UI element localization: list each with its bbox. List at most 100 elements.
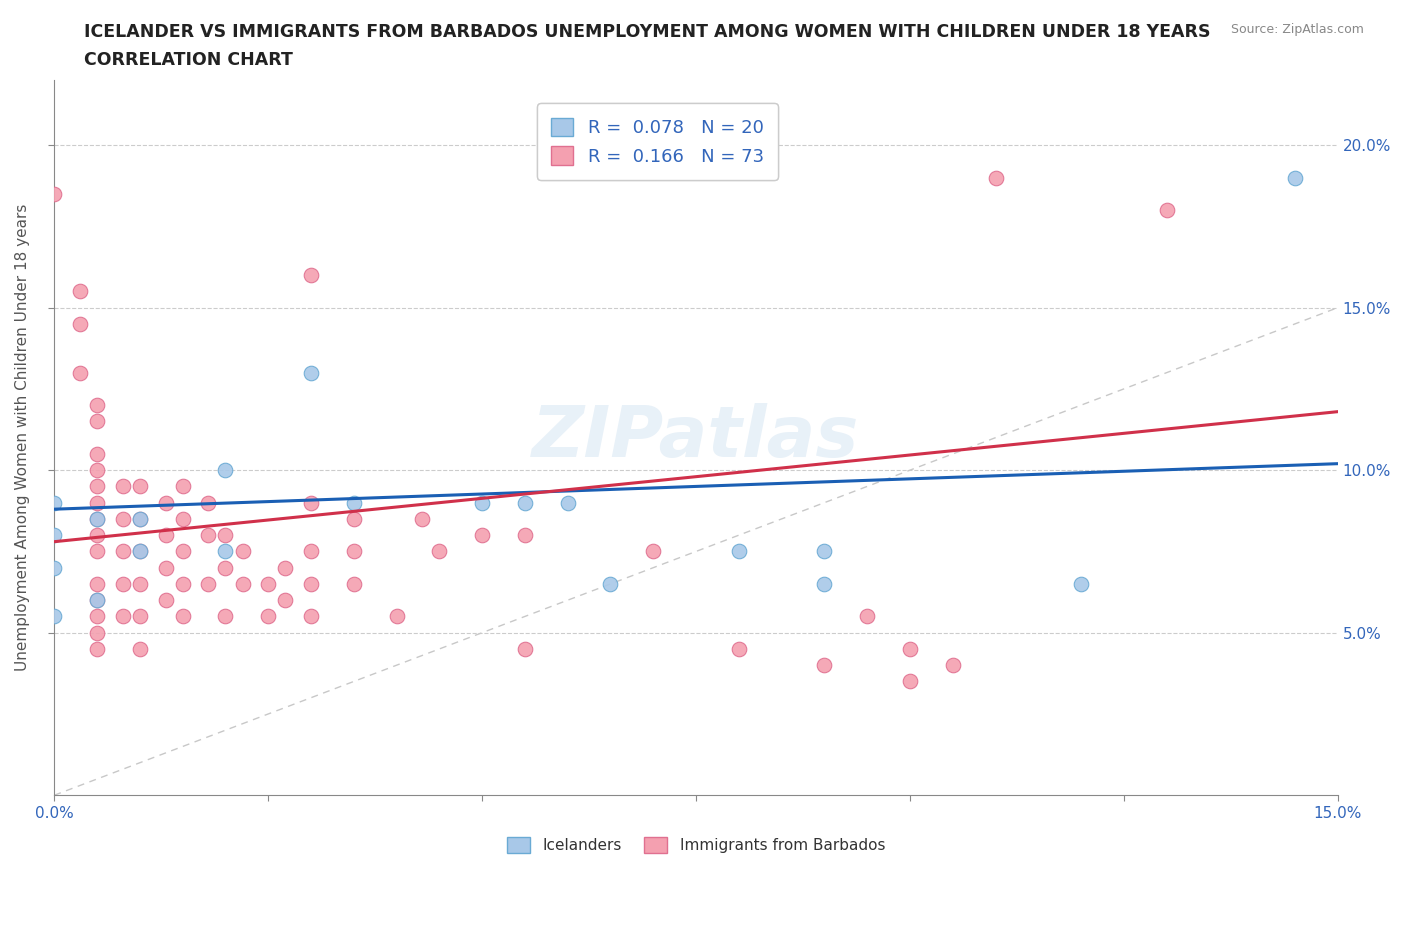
Point bbox=[86, 625, 108, 640]
Point bbox=[1156, 203, 1178, 218]
Point bbox=[172, 544, 194, 559]
Point bbox=[86, 479, 108, 494]
Point bbox=[727, 642, 749, 657]
Point bbox=[111, 512, 134, 526]
Point bbox=[86, 512, 108, 526]
Point bbox=[44, 560, 66, 575]
Point bbox=[128, 577, 150, 591]
Point bbox=[1070, 577, 1092, 591]
Point bbox=[299, 577, 322, 591]
Point bbox=[299, 609, 322, 624]
Point bbox=[128, 544, 150, 559]
Point bbox=[274, 560, 297, 575]
Point bbox=[427, 544, 450, 559]
Point bbox=[471, 527, 494, 542]
Point bbox=[232, 544, 254, 559]
Point bbox=[599, 577, 621, 591]
Point bbox=[299, 365, 322, 380]
Point bbox=[128, 642, 150, 657]
Point bbox=[513, 527, 536, 542]
Point bbox=[343, 544, 366, 559]
Point bbox=[232, 577, 254, 591]
Point bbox=[86, 577, 108, 591]
Point bbox=[86, 414, 108, 429]
Point bbox=[214, 463, 236, 478]
Point bbox=[86, 463, 108, 478]
Text: ICELANDER VS IMMIGRANTS FROM BARBADOS UNEMPLOYMENT AMONG WOMEN WITH CHILDREN UND: ICELANDER VS IMMIGRANTS FROM BARBADOS UN… bbox=[84, 23, 1211, 41]
Point bbox=[1284, 170, 1306, 185]
Point bbox=[111, 577, 134, 591]
Point bbox=[69, 365, 91, 380]
Point bbox=[128, 512, 150, 526]
Point bbox=[172, 609, 194, 624]
Legend: Icelanders, Immigrants from Barbados: Icelanders, Immigrants from Barbados bbox=[501, 830, 891, 859]
Point bbox=[86, 512, 108, 526]
Point bbox=[214, 560, 236, 575]
Point bbox=[643, 544, 665, 559]
Point bbox=[128, 544, 150, 559]
Point bbox=[86, 527, 108, 542]
Point bbox=[111, 544, 134, 559]
Point bbox=[128, 609, 150, 624]
Point bbox=[299, 496, 322, 511]
Point bbox=[69, 316, 91, 331]
Point bbox=[172, 479, 194, 494]
Point bbox=[44, 186, 66, 201]
Point bbox=[69, 284, 91, 299]
Point bbox=[172, 577, 194, 591]
Point bbox=[86, 446, 108, 461]
Point bbox=[86, 398, 108, 413]
Point bbox=[214, 609, 236, 624]
Point bbox=[411, 512, 433, 526]
Point bbox=[155, 560, 177, 575]
Point bbox=[274, 592, 297, 607]
Point bbox=[86, 496, 108, 511]
Point bbox=[299, 268, 322, 283]
Point bbox=[214, 544, 236, 559]
Point bbox=[257, 577, 280, 591]
Point bbox=[44, 496, 66, 511]
Point bbox=[86, 592, 108, 607]
Point bbox=[86, 609, 108, 624]
Point bbox=[856, 609, 879, 624]
Point bbox=[86, 544, 108, 559]
Point bbox=[257, 609, 280, 624]
Point bbox=[343, 512, 366, 526]
Point bbox=[984, 170, 1007, 185]
Point bbox=[942, 658, 965, 672]
Point bbox=[557, 496, 579, 511]
Point bbox=[197, 527, 219, 542]
Y-axis label: Unemployment Among Women with Children Under 18 years: Unemployment Among Women with Children U… bbox=[15, 204, 30, 671]
Point bbox=[214, 527, 236, 542]
Point bbox=[128, 479, 150, 494]
Point bbox=[197, 496, 219, 511]
Point bbox=[155, 496, 177, 511]
Text: CORRELATION CHART: CORRELATION CHART bbox=[84, 51, 294, 69]
Point bbox=[299, 544, 322, 559]
Point bbox=[343, 577, 366, 591]
Point bbox=[813, 658, 835, 672]
Point bbox=[86, 642, 108, 657]
Point bbox=[111, 609, 134, 624]
Point bbox=[172, 512, 194, 526]
Text: ZIPatlas: ZIPatlas bbox=[533, 404, 859, 472]
Point bbox=[385, 609, 408, 624]
Point bbox=[813, 544, 835, 559]
Point bbox=[128, 512, 150, 526]
Point bbox=[898, 674, 921, 689]
Point bbox=[111, 479, 134, 494]
Point bbox=[727, 544, 749, 559]
Point bbox=[513, 496, 536, 511]
Point bbox=[197, 577, 219, 591]
Point bbox=[513, 642, 536, 657]
Point bbox=[343, 496, 366, 511]
Point bbox=[898, 642, 921, 657]
Text: Source: ZipAtlas.com: Source: ZipAtlas.com bbox=[1230, 23, 1364, 36]
Point bbox=[44, 527, 66, 542]
Point bbox=[44, 609, 66, 624]
Point bbox=[155, 592, 177, 607]
Point bbox=[813, 577, 835, 591]
Point bbox=[471, 496, 494, 511]
Point bbox=[155, 527, 177, 542]
Point bbox=[86, 592, 108, 607]
